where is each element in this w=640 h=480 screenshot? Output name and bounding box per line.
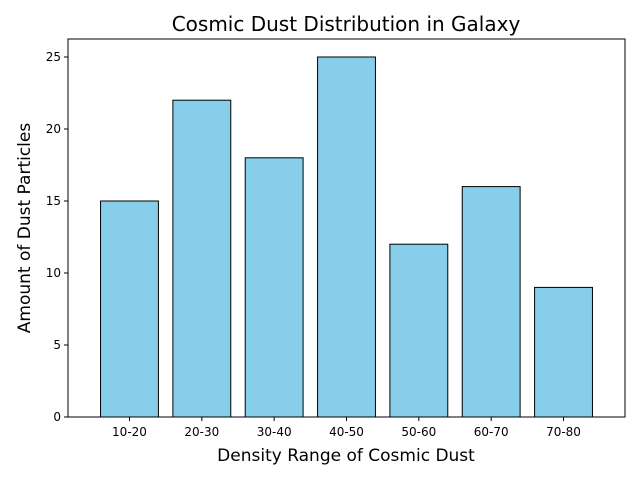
bar-50-60 [389,243,449,418]
x-tick-label: 30-40 [257,425,292,439]
y-tick-label: 0 [53,410,61,424]
bar-70-80 [534,286,593,418]
x-tick-label: 60-70 [474,425,509,439]
x-tick-label: 20-30 [184,425,219,439]
x-tick-label: 40-50 [329,425,364,439]
x-axis-ticks: 10-20 20-30 30-40 40-50 50-60 60-70 70-80 [112,417,581,439]
y-tick-label: 5 [53,338,61,352]
plot-frame [67,38,626,418]
y-axis-label: Amount of Dust Particles [15,123,35,334]
y-tick-label: 15 [46,194,61,208]
bar-60-70 [461,186,521,418]
bar-30-40 [244,157,304,418]
x-tick-label: 70-80 [546,425,581,439]
y-tick-label: 20 [46,122,61,136]
chart-title: Cosmic Dust Distribution in Galaxy [172,12,521,36]
bars-group [100,56,593,418]
bar-10-20 [100,200,159,418]
y-axis-ticks: 0 5 10 15 20 25 [46,50,68,424]
x-tick-label: 10-20 [112,425,147,439]
bar-20-30 [172,99,232,418]
y-tick-label: 10 [46,266,61,280]
y-tick-label: 25 [46,50,61,64]
x-tick-label: 50-60 [401,425,436,439]
bar-40-50 [317,56,376,418]
x-axis-label: Density Range of Cosmic Dust [217,446,475,466]
